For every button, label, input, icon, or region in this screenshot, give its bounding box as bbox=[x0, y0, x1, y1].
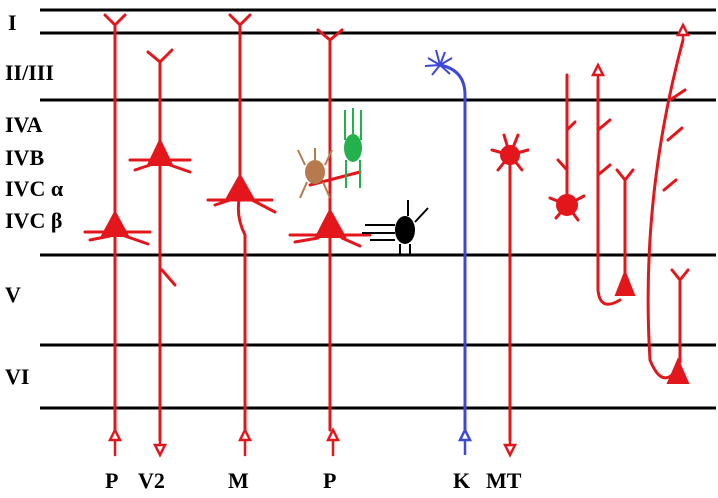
neuron bbox=[490, 133, 530, 458]
neuron bbox=[83, 13, 152, 457]
neuron bbox=[128, 48, 192, 458]
layer-label: IVB bbox=[5, 145, 44, 170]
layer-lines bbox=[40, 8, 716, 410]
output-label: M bbox=[228, 468, 249, 493]
layer-label: IVC β bbox=[5, 208, 62, 233]
neuron bbox=[424, 49, 473, 455]
neuron bbox=[548, 22, 691, 384]
neuron bbox=[288, 28, 372, 457]
output-label: P bbox=[105, 468, 118, 493]
layer-label: IVC α bbox=[5, 176, 64, 201]
neuron bbox=[206, 13, 277, 457]
output-label: K bbox=[453, 468, 470, 493]
output-label: MT bbox=[486, 468, 522, 493]
layer-label: IVA bbox=[5, 112, 43, 137]
output-label: P bbox=[323, 468, 336, 493]
layer-label: V bbox=[5, 282, 21, 307]
layer-label: II/III bbox=[5, 60, 54, 85]
layer-label: I bbox=[8, 10, 17, 35]
output-label: V2 bbox=[138, 468, 165, 493]
interneuron bbox=[297, 108, 429, 254]
layer-label: VI bbox=[5, 364, 29, 389]
